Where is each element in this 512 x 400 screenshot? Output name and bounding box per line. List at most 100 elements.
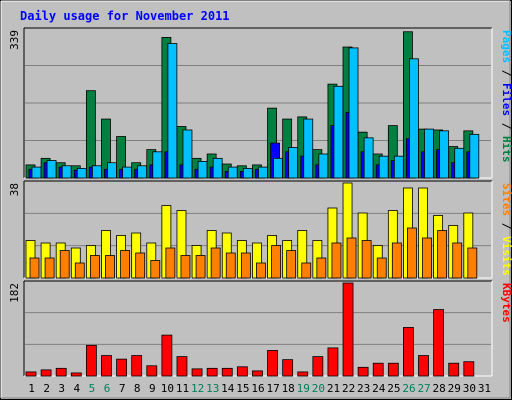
y-axis-label-part: KBytes — [500, 283, 512, 323]
bar-pages-day-4 — [76, 167, 87, 179]
x-tick-label-day-18: 18 — [282, 382, 295, 395]
x-tick-label-day-29: 29 — [448, 382, 461, 395]
y-axis-label-part: / — [500, 116, 512, 136]
x-tick-label-day-19: 19 — [297, 382, 310, 395]
bar-pages-day-22 — [348, 47, 359, 179]
bar-kbytes-day-24 — [372, 362, 384, 377]
bar-pages-day-17 — [273, 157, 283, 179]
bar-sites-day-12 — [195, 255, 206, 279]
bar-pages-day-18 — [288, 147, 299, 179]
bar-pages-day-25 — [393, 155, 404, 179]
bar-kbytes-day-9 — [146, 365, 158, 377]
x-tick-label-day-10: 10 — [161, 382, 174, 395]
bar-kbytes-day-3 — [55, 367, 67, 377]
x-tick-label-day-26: 26 — [402, 382, 415, 395]
bar-pages-day-8 — [137, 165, 148, 179]
x-tick-label-day-5: 5 — [89, 382, 96, 395]
x-tick-label-day-3: 3 — [58, 382, 65, 395]
bar-pages-day-13 — [212, 157, 223, 179]
x-tick-label-day-9: 9 — [149, 382, 156, 395]
bar-pages-day-28 — [439, 130, 450, 179]
bar-kbytes-day-27 — [418, 355, 429, 377]
bar-sites-day-20 — [316, 257, 327, 279]
x-tick-label-day-7: 7 — [119, 382, 126, 395]
bar-pages-day-9 — [152, 151, 163, 179]
bar-sites-day-6 — [105, 255, 115, 279]
bar-sites-day-29 — [452, 242, 463, 279]
bar-pages-day-5 — [91, 165, 102, 179]
bar-kbytes-day-5 — [85, 344, 97, 377]
x-tick-label-day-21: 21 — [327, 382, 340, 395]
y-axis-label-part: Visits — [500, 236, 512, 276]
x-tick-label-day-14: 14 — [221, 382, 235, 395]
bar-kbytes-day-7 — [116, 358, 127, 377]
y-max-label: 182 — [8, 283, 21, 303]
bar-pages-day-14 — [227, 166, 238, 179]
y-axis-label: Pages / Files / Hits — [500, 30, 512, 163]
bar-sites-day-16 — [256, 262, 266, 279]
bar-sites-day-22 — [346, 237, 357, 279]
bar-kbytes-day-21 — [327, 347, 339, 377]
x-tick-label-day-4: 4 — [74, 382, 81, 395]
x-tick-label-day-16: 16 — [251, 382, 264, 395]
bar-sites-day-30 — [467, 247, 478, 279]
y-axis-label-part: / — [500, 63, 512, 83]
bar-kbytes-day-23 — [357, 366, 369, 377]
bar-kbytes-day-18 — [282, 359, 294, 377]
x-tick-label-day-12: 12 — [191, 382, 204, 395]
y-max-label: 339 — [8, 30, 21, 50]
bar-sites-day-1 — [29, 257, 40, 279]
x-tick-label-day-24: 24 — [372, 382, 386, 395]
bar-kbytes-day-15 — [236, 366, 248, 377]
bar-sites-day-8 — [135, 252, 146, 279]
bar-pages-day-30 — [469, 133, 480, 179]
y-axis-label-part: Files — [500, 83, 512, 116]
bar-sites-day-27 — [422, 237, 432, 279]
bar-kbytes-day-11 — [176, 356, 188, 377]
bar-pages-day-20 — [318, 153, 329, 179]
x-tick-label-day-8: 8 — [134, 382, 141, 395]
bar-sites-day-14 — [225, 252, 236, 279]
x-tick-label-day-28: 28 — [433, 382, 446, 395]
bar-kbytes-day-19 — [297, 371, 309, 377]
y-axis-label-part: Pages — [500, 30, 512, 63]
x-tick-label-day-15: 15 — [236, 382, 249, 395]
bar-sites-day-19 — [301, 262, 312, 279]
x-tick-label-day-2: 2 — [43, 382, 50, 395]
bar-sites-day-2 — [44, 257, 55, 279]
bar-sites-day-11 — [180, 255, 191, 279]
bar-sites-day-17 — [271, 245, 281, 279]
bar-sites-day-25 — [391, 242, 402, 279]
bar-sites-day-15 — [240, 252, 251, 279]
bar-pages-day-29 — [454, 147, 465, 179]
bar-pages-day-7 — [122, 166, 132, 179]
x-tick-label-day-22: 22 — [342, 382, 355, 395]
bar-pages-day-2 — [46, 160, 57, 179]
bar-sites-day-10 — [165, 247, 176, 279]
bar-pages-day-27 — [424, 128, 434, 179]
x-tick-label-day-13: 13 — [206, 382, 219, 395]
bar-sites-day-4 — [74, 262, 85, 279]
x-tick-label-day-17: 17 — [266, 382, 279, 395]
bar-sites-day-13 — [210, 247, 221, 279]
bar-kbytes-day-29 — [448, 362, 460, 377]
bar-sites-day-21 — [331, 242, 342, 279]
x-tick-label-day-25: 25 — [387, 382, 400, 395]
panel-visits-sites: 38 Sites / Visits — [8, 180, 512, 279]
bar-kbytes-day-25 — [387, 362, 399, 377]
x-tick-label-day-23: 23 — [357, 382, 370, 395]
bar-sites-day-3 — [59, 250, 70, 279]
bar-pages-day-12 — [197, 161, 208, 179]
bar-sites-day-18 — [286, 250, 297, 279]
y-axis-label-part: / — [500, 216, 512, 236]
bar-pages-day-23 — [363, 137, 374, 179]
bar-kbytes-day-13 — [206, 367, 218, 377]
bar-sites-day-28 — [437, 230, 448, 279]
bar-kbytes-day-8 — [131, 355, 143, 377]
bar-sites-day-9 — [150, 260, 161, 279]
y-axis-label-part: Hits — [500, 136, 512, 163]
bar-sites-day-7 — [120, 250, 130, 279]
bar-pages-day-24 — [378, 155, 389, 179]
x-axis: 1 2 3 4 5 6 7 8 9 10 11 12 13 14 15 16 17 18 19 20 21 22 23 24 2… — [28, 382, 491, 395]
